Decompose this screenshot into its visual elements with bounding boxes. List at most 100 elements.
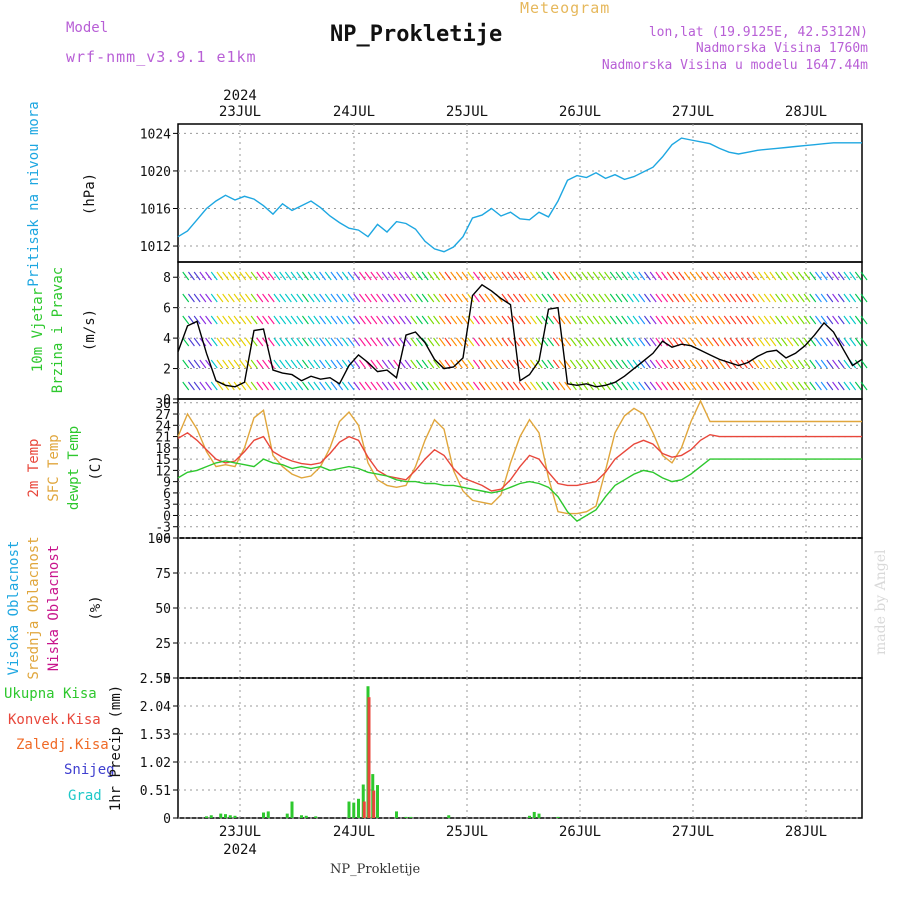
wind-barb	[387, 337, 395, 347]
wind-barb	[227, 293, 235, 303]
wind-barb	[193, 293, 201, 303]
panel-frame-pressure	[177, 123, 863, 263]
wind-barb	[723, 337, 731, 347]
wind-barb	[455, 271, 463, 281]
wind-barb	[450, 359, 458, 369]
wind-barb	[638, 337, 646, 347]
wind-barb	[564, 315, 572, 325]
wind-barb	[820, 359, 828, 369]
wind-barb	[501, 271, 509, 281]
wind-barb	[672, 293, 680, 303]
wind-barb	[518, 271, 526, 281]
wind-barb	[803, 271, 811, 281]
wind-barb	[569, 381, 577, 391]
wind-barb	[695, 315, 703, 325]
panel-frame-temperature	[177, 398, 863, 539]
wind-barb	[313, 381, 321, 391]
wind-barb	[723, 381, 731, 391]
wind-barb	[216, 381, 224, 391]
wind-barb	[302, 381, 309, 391]
wind-barb	[632, 359, 640, 369]
wind-barb	[621, 337, 629, 347]
wind-barb	[205, 381, 212, 391]
wind-barb	[672, 315, 680, 325]
wind-barb	[815, 359, 822, 369]
wind-barb	[786, 293, 794, 303]
wind-barb	[581, 293, 589, 303]
wind-barb	[587, 315, 594, 325]
wind-barb	[644, 381, 651, 391]
wind-barb	[199, 359, 207, 369]
cloud-ylabel: Niska Oblacnost	[46, 545, 62, 671]
y-tick-label: 25	[155, 637, 171, 652]
wind-barb	[387, 359, 395, 369]
wind-barb	[376, 271, 383, 281]
wind-barb	[302, 293, 309, 303]
wind-barb	[746, 359, 754, 369]
wind-barb	[495, 359, 503, 369]
wind-barb	[815, 293, 822, 303]
wind-barb	[501, 315, 509, 325]
wind-barb	[775, 359, 782, 369]
wind-barb	[769, 315, 777, 325]
wind-barb	[404, 271, 412, 281]
wind-barb	[381, 337, 389, 347]
x-top-date-label: 26JUL	[559, 104, 601, 120]
wind-barb	[398, 271, 406, 281]
y-tick-label: -3	[155, 521, 171, 536]
wind-barb	[256, 315, 264, 325]
wind-barb	[404, 293, 412, 303]
wind-barb	[644, 359, 651, 369]
wind-barb	[188, 359, 195, 369]
wind-barb	[803, 293, 811, 303]
wind-barb	[205, 293, 212, 303]
wind-barb	[558, 381, 566, 391]
wind-barb	[444, 381, 452, 391]
wind-barb	[398, 315, 406, 325]
wind-barb	[843, 337, 851, 347]
wind-barb	[490, 293, 497, 303]
wind-barb	[353, 359, 361, 369]
wind-barb	[359, 381, 366, 391]
wind-barb	[233, 271, 241, 281]
wind-barb	[530, 315, 537, 325]
wind-barb	[587, 271, 594, 281]
wind-barb	[290, 381, 298, 391]
x-top-date-label: 25JUL	[446, 104, 488, 120]
wind-barb	[347, 293, 355, 303]
wind-barb	[216, 293, 224, 303]
wind-barb	[370, 381, 378, 391]
wind-barb	[467, 359, 475, 369]
wind-barb	[193, 381, 201, 391]
precip-bar	[404, 816, 408, 818]
wind-barb	[615, 271, 623, 281]
wind-barb	[233, 315, 241, 325]
wind-barb	[524, 271, 532, 281]
wind-barb	[598, 293, 606, 303]
wind-barb	[763, 337, 771, 347]
y-tick-label: 18	[155, 442, 171, 457]
wind-barb	[296, 359, 304, 369]
y-tick-label: 1020	[140, 165, 171, 180]
wind-barb	[706, 293, 714, 303]
wind-barb	[547, 359, 554, 369]
wind-barb	[547, 315, 554, 325]
wind-barb	[735, 271, 743, 281]
wind-barb	[661, 293, 668, 303]
wind-barb	[433, 337, 440, 347]
wind-barb	[626, 315, 634, 325]
wind-barb	[473, 337, 480, 347]
wind-barb	[461, 293, 469, 303]
wind-barb	[239, 271, 247, 281]
wind-barb	[729, 337, 737, 347]
wind-barb	[387, 315, 395, 325]
wind-barb	[666, 359, 674, 369]
wind-barb	[683, 271, 691, 281]
wind-barb	[780, 337, 788, 347]
wind-barb	[809, 271, 817, 281]
precip-bar	[228, 815, 232, 818]
wind-barb	[205, 315, 212, 325]
wind-barb	[740, 315, 748, 325]
wind-barb	[797, 359, 805, 369]
wind-barb	[729, 271, 737, 281]
